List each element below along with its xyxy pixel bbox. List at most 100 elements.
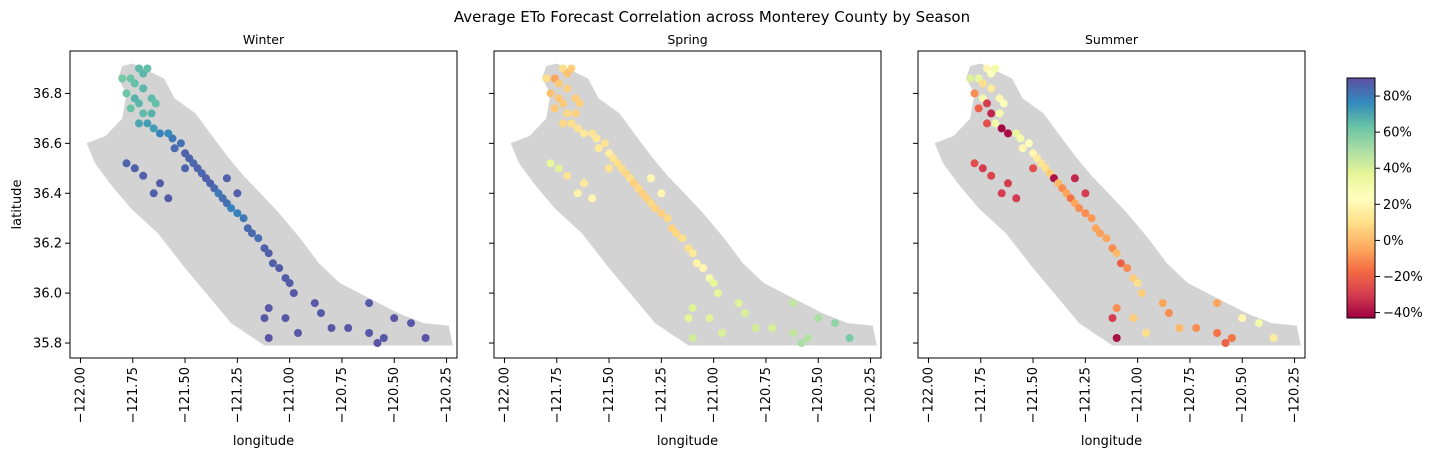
data-point (789, 329, 798, 337)
data-point (1016, 134, 1025, 143)
data-point (546, 159, 555, 168)
data-point (310, 299, 319, 308)
data-point (164, 194, 173, 203)
data-point (139, 109, 148, 118)
data-point (542, 74, 551, 83)
data-point (421, 334, 430, 342)
data-point (264, 304, 273, 313)
x-tick-label: −120.75 (335, 367, 350, 423)
data-point (588, 194, 597, 203)
data-point (594, 144, 603, 153)
x-tick-label: −121.25 (230, 367, 245, 423)
data-point (563, 84, 572, 93)
x-tick-label: −121.00 (283, 367, 298, 423)
data-point (254, 234, 263, 243)
data-point (983, 99, 991, 108)
x-tick-label: −122.00 (497, 367, 512, 423)
x-tick-label: −121.00 (707, 367, 722, 423)
data-point (1112, 249, 1121, 258)
colorbar-bar (1347, 78, 1375, 318)
data-point (699, 264, 708, 273)
data-point (317, 309, 325, 318)
colorbar-tick-label: 20% (1383, 198, 1412, 213)
data-point (554, 164, 563, 173)
colorbar-tick-label: 80% (1383, 90, 1412, 105)
y-tick-label: 36.0 (33, 287, 62, 302)
data-point (713, 289, 722, 298)
data-point (1137, 289, 1146, 298)
data-point (233, 209, 242, 218)
data-point (997, 124, 1006, 133)
x-tick-label: −120.25 (1288, 367, 1303, 423)
x-axis-label: longitude (233, 434, 294, 449)
data-point (1029, 164, 1038, 173)
data-point (987, 171, 996, 180)
county-outline (86, 63, 453, 346)
data-point (1096, 229, 1104, 238)
panel-summer: Summer −122.00 −121.75 −121.50 −121.25 −121.0… (913, 32, 1306, 449)
data-point (567, 119, 576, 128)
data-point (1123, 264, 1132, 273)
data-point (768, 324, 777, 332)
data-point (130, 79, 139, 88)
data-point (239, 214, 248, 223)
data-point (227, 204, 236, 213)
data-point (1116, 259, 1125, 268)
data-point (407, 319, 415, 328)
data-point (987, 84, 996, 93)
data-point (734, 299, 743, 308)
data-point (688, 304, 697, 313)
data-point (678, 234, 687, 243)
x-tick-label: −121.50 (602, 367, 617, 423)
colorbar-tick-label: 60% (1383, 126, 1412, 141)
data-point (563, 109, 572, 118)
data-point (573, 189, 582, 198)
data-point (814, 314, 823, 323)
panel-subtitle: Winter (243, 32, 285, 47)
data-point (168, 134, 177, 143)
data-point (156, 179, 164, 188)
panels: Winter −122.00 −121.75 −121.50 −121.25 −121.0… (10, 32, 1306, 449)
data-point (797, 339, 806, 347)
data-point (688, 249, 697, 258)
y-tick-label: 36.2 (33, 237, 62, 252)
panel-winter: Winter −122.00 −121.75 −121.50 −121.25 −121.0… (10, 32, 458, 449)
data-point (692, 259, 701, 268)
data-point (831, 319, 839, 328)
data-point (1238, 314, 1247, 323)
x-tick-label: −122.00 (921, 367, 936, 423)
data-point (294, 329, 302, 337)
data-point (264, 249, 273, 258)
data-point (554, 79, 563, 88)
county-outline (510, 63, 877, 346)
data-point (156, 129, 164, 138)
data-point (1112, 334, 1121, 342)
data-point (741, 309, 749, 318)
data-point (1255, 319, 1263, 328)
data-point (966, 74, 975, 83)
data-point (751, 324, 760, 332)
x-tick-label: −120.50 (1235, 367, 1250, 423)
data-point (978, 79, 987, 88)
data-point (684, 314, 693, 323)
data-point (1081, 209, 1090, 218)
data-point (1004, 129, 1012, 138)
data-point (789, 299, 798, 308)
data-point (1213, 299, 1222, 308)
data-point (176, 139, 185, 148)
data-point (646, 174, 655, 183)
data-point (991, 119, 1000, 128)
data-point (275, 264, 284, 273)
data-point (264, 334, 273, 342)
x-tick-label: −121.75 (550, 367, 565, 423)
data-point (1221, 339, 1230, 347)
data-point (248, 229, 256, 238)
data-point (571, 109, 580, 118)
x-axis-label: longitude (1081, 434, 1142, 449)
data-point (983, 119, 991, 128)
data-point (222, 174, 231, 183)
axes-frame (493, 50, 882, 359)
data-point (147, 109, 156, 118)
data-point (1075, 204, 1084, 213)
x-tick-label: −121.00 (1131, 367, 1146, 423)
